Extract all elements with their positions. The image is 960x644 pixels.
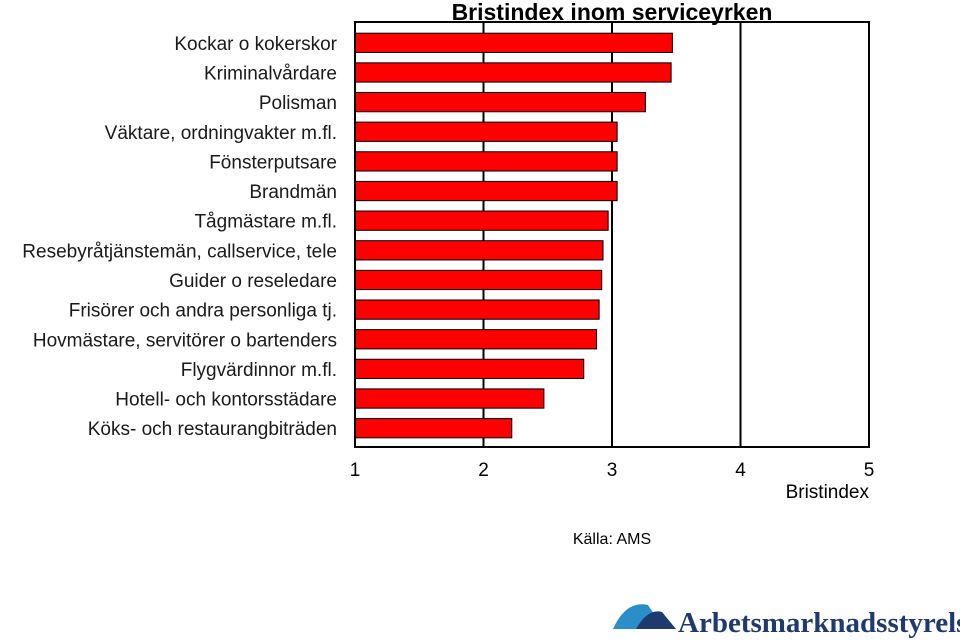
source-note: Källa: AMS — [573, 531, 651, 548]
logo: Arbetsmarknadsstyrelsen — [613, 604, 960, 639]
bar — [354, 388, 545, 409]
gridlines — [482, 22, 742, 447]
plot-frame — [354, 21, 870, 448]
logo-mark-icon — [613, 604, 676, 629]
bar — [354, 210, 609, 231]
logo-text: Arbetsmarknadsstyrelsen — [678, 607, 960, 639]
bar — [354, 180, 618, 202]
x-axis-title: Bristindex — [786, 482, 870, 503]
category-label: Polisman — [259, 93, 337, 114]
category-label: Väktare, ordningvakter m.fl. — [105, 123, 337, 144]
bar — [354, 151, 618, 172]
bar — [354, 329, 598, 350]
bar — [354, 62, 672, 83]
x-tick-label: 4 — [735, 460, 746, 481]
category-label: Resebyråtjänstemän, callservice, tele — [22, 241, 337, 262]
category-label: Tågmästare m.fl. — [194, 212, 337, 233]
chart-title: Bristindex inom serviceyrken — [452, 0, 773, 25]
x-tick-label: 2 — [478, 460, 489, 481]
category-label: Kriminalvårdare — [204, 63, 337, 84]
bar — [354, 32, 673, 53]
category-label: Flygvärdinnor m.fl. — [181, 360, 337, 381]
x-tick-label: 3 — [607, 460, 618, 481]
bars — [354, 32, 673, 439]
x-tick-labels: 1 2 3 4 5 — [350, 460, 875, 481]
bar — [354, 91, 646, 113]
category-label: Frisörer och andra personliga tj. — [69, 301, 337, 322]
category-label: Köks- och restaurangbiträden — [88, 419, 337, 440]
bar — [354, 240, 604, 261]
category-labels: Kockar o kokerskor Kriminalvårdare Polisma… — [22, 34, 337, 440]
x-tick-label: 1 — [350, 460, 361, 481]
x-tick-label: 5 — [864, 460, 875, 481]
category-label: Brandmän — [249, 182, 337, 203]
bar — [354, 358, 585, 380]
bar — [354, 299, 600, 320]
category-label: Fönsterputsare — [209, 152, 337, 173]
bar — [354, 121, 618, 142]
category-label: Kockar o kokerskor — [174, 34, 337, 55]
category-label: Hotell- och kontorsstädare — [115, 390, 337, 411]
category-label: Guider o reseledare — [169, 271, 337, 292]
bar — [354, 418, 513, 439]
category-label: Hovmästare, servitörer o bartenders — [33, 330, 337, 351]
bar — [354, 269, 603, 291]
